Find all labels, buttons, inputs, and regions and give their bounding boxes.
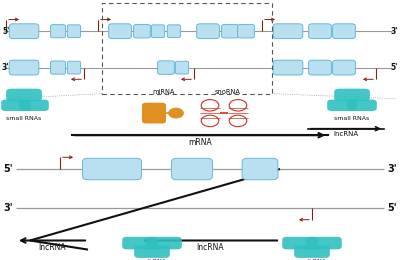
Text: miRNA: miRNA xyxy=(153,89,175,95)
Text: small RNAs: small RNAs xyxy=(294,259,330,260)
FancyBboxPatch shape xyxy=(172,158,212,180)
FancyBboxPatch shape xyxy=(146,237,182,249)
FancyBboxPatch shape xyxy=(327,100,357,111)
FancyBboxPatch shape xyxy=(151,25,165,37)
FancyBboxPatch shape xyxy=(50,25,66,38)
Circle shape xyxy=(169,108,183,118)
FancyBboxPatch shape xyxy=(168,25,181,37)
Text: small RNAs: small RNAs xyxy=(134,259,170,260)
FancyBboxPatch shape xyxy=(142,103,166,124)
FancyBboxPatch shape xyxy=(294,245,330,258)
FancyBboxPatch shape xyxy=(197,24,219,38)
Bar xyxy=(102,3,272,94)
FancyBboxPatch shape xyxy=(273,24,303,38)
FancyBboxPatch shape xyxy=(19,100,49,111)
FancyBboxPatch shape xyxy=(50,61,66,74)
Text: 5': 5' xyxy=(390,63,398,72)
Text: 3': 3' xyxy=(390,27,398,36)
Text: 5': 5' xyxy=(2,27,10,36)
Text: lncRNA: lncRNA xyxy=(38,243,66,252)
FancyBboxPatch shape xyxy=(222,24,238,38)
FancyBboxPatch shape xyxy=(9,60,39,75)
FancyBboxPatch shape xyxy=(242,158,278,180)
FancyBboxPatch shape xyxy=(108,24,131,38)
FancyBboxPatch shape xyxy=(306,237,342,249)
Text: 5': 5' xyxy=(387,203,397,213)
FancyBboxPatch shape xyxy=(175,61,189,74)
Text: snoRNA: snoRNA xyxy=(215,89,241,95)
Text: small RNAs: small RNAs xyxy=(6,116,42,121)
Text: 3': 3' xyxy=(3,203,13,213)
FancyBboxPatch shape xyxy=(82,158,142,180)
FancyBboxPatch shape xyxy=(158,61,174,74)
FancyBboxPatch shape xyxy=(134,245,170,258)
FancyBboxPatch shape xyxy=(67,25,80,37)
FancyBboxPatch shape xyxy=(282,237,318,249)
FancyBboxPatch shape xyxy=(1,100,31,111)
FancyBboxPatch shape xyxy=(309,24,331,38)
FancyBboxPatch shape xyxy=(347,100,377,111)
FancyBboxPatch shape xyxy=(67,61,80,74)
FancyBboxPatch shape xyxy=(238,24,254,38)
Text: lncRNA: lncRNA xyxy=(196,243,224,252)
FancyBboxPatch shape xyxy=(134,24,150,38)
FancyBboxPatch shape xyxy=(334,89,370,101)
Text: 3': 3' xyxy=(387,164,397,174)
FancyBboxPatch shape xyxy=(333,24,356,38)
Text: 5': 5' xyxy=(3,164,13,174)
FancyBboxPatch shape xyxy=(122,237,158,249)
FancyBboxPatch shape xyxy=(333,60,356,75)
Text: 3': 3' xyxy=(2,63,10,72)
Text: mRNA: mRNA xyxy=(188,138,212,147)
FancyBboxPatch shape xyxy=(6,89,42,101)
Text: small RNAs: small RNAs xyxy=(334,116,370,121)
Text: lncRNA: lncRNA xyxy=(334,131,358,137)
FancyBboxPatch shape xyxy=(9,24,39,38)
FancyBboxPatch shape xyxy=(273,60,303,75)
FancyBboxPatch shape xyxy=(309,60,331,75)
